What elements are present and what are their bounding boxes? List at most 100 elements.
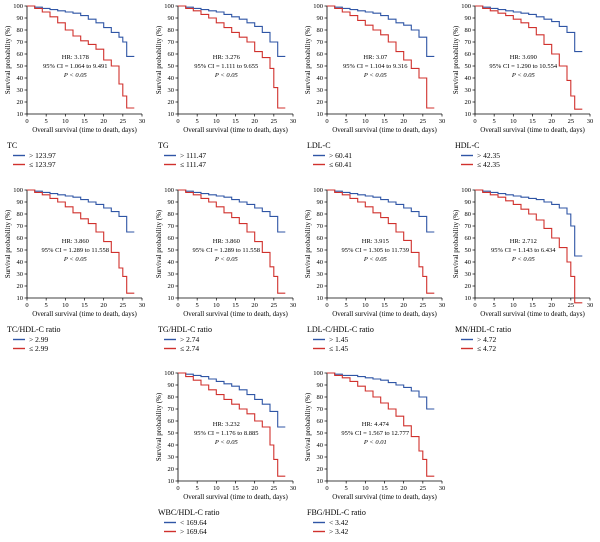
hr-annotation: P < 0.05 <box>511 72 536 79</box>
y-tick-label: 60 <box>17 51 24 58</box>
y-tick-label: 90 <box>317 199 324 206</box>
x-tick-label: 25 <box>120 118 127 125</box>
y-tick-label: 80 <box>317 394 324 401</box>
y-tick-label: 100 <box>164 3 174 10</box>
y-tick-label: 60 <box>465 51 472 58</box>
hr-annotation: 95% CI = 1.290 to 10.554 <box>489 63 558 70</box>
legend-entry: > 1.45 <box>329 335 348 344</box>
x-tick-label: 15 <box>232 302 239 309</box>
x-tick-label: 30 <box>139 118 146 125</box>
y-tick-label: 90 <box>317 15 324 22</box>
x-tick-label: 30 <box>439 485 446 492</box>
x-tick-label: 20 <box>100 118 107 125</box>
legend-entry: ≤ 60.41 <box>329 160 352 169</box>
x-tick-label: 10 <box>362 302 369 309</box>
legend-title: MN/HDL-C ratio <box>455 325 511 334</box>
x-axis-title: Overall survival (time to death, days) <box>332 310 437 318</box>
y-axis-title: Survival probability (%) <box>452 25 460 94</box>
y-tick-label: 40 <box>317 259 324 266</box>
hr-annotation: 95% CI = 1.305 to 11.739 <box>342 247 410 254</box>
y-tick-label: 70 <box>465 223 472 230</box>
x-tick-label: 5 <box>196 485 199 492</box>
y-tick-label: 40 <box>17 259 24 266</box>
y-axis-title: Survival probability (%) <box>304 209 312 278</box>
x-tick-label: 15 <box>381 302 388 309</box>
hr-annotation: 95% CI = 1.064 to 9.491 <box>43 63 108 70</box>
y-tick-label: 100 <box>164 187 174 194</box>
y-tick-label: 80 <box>168 211 175 218</box>
x-tick-label: 5 <box>196 118 199 125</box>
legend-entry: ≤ 4.72 <box>477 344 496 353</box>
x-tick-label: 25 <box>120 302 127 309</box>
x-tick-label: 20 <box>251 485 258 492</box>
y-tick-label: 30 <box>168 271 175 278</box>
y-tick-label: 10 <box>17 111 24 118</box>
km-curve-low <box>27 5 135 109</box>
x-tick-label: 10 <box>362 118 369 125</box>
hr-annotation: 95% CI = 1.289 to 11.558 <box>193 247 261 254</box>
x-tick-label: 30 <box>587 302 594 309</box>
x-tick-label: 25 <box>420 485 427 492</box>
x-tick-label: 30 <box>139 302 146 309</box>
legend-entry: ≤ 1.45 <box>329 344 348 353</box>
x-tick-label: 15 <box>381 118 388 125</box>
y-tick-label: 80 <box>168 27 175 34</box>
y-tick-label: 90 <box>465 199 472 206</box>
hr-annotation: P < 0.05 <box>214 72 239 79</box>
x-tick-label: 0 <box>473 118 476 125</box>
hr-annotation: P < 0.05 <box>363 72 388 79</box>
hr-annotation: HR: 3.178 <box>62 54 89 61</box>
y-tick-label: 80 <box>465 27 472 34</box>
legend-entry: ≤ 42.35 <box>477 160 500 169</box>
hr-annotation: 95% CI = 1.289 to 11.558 <box>42 247 110 254</box>
x-tick-label: 20 <box>100 302 107 309</box>
hr-annotation: HR: 3.232 <box>213 421 240 428</box>
y-tick-label: 90 <box>17 199 24 206</box>
x-tick-label: 10 <box>510 118 517 125</box>
x-tick-label: 30 <box>439 118 446 125</box>
x-tick-label: 20 <box>400 118 407 125</box>
y-tick-label: 80 <box>17 211 24 218</box>
y-tick-label: 40 <box>168 259 175 266</box>
y-axis-title: Survival probability (%) <box>304 392 312 461</box>
hr-annotation: P < 0.01 <box>363 439 387 446</box>
x-tick-label: 5 <box>45 302 48 309</box>
legend-title: FBG/HDL-C ratio <box>307 508 366 517</box>
km-curve-low <box>178 372 286 477</box>
y-tick-label: 100 <box>13 187 23 194</box>
x-tick-label: 5 <box>345 302 348 309</box>
legend-title: TG <box>158 141 169 150</box>
y-tick-label: 90 <box>168 382 175 389</box>
legend-entry: > 2.99 <box>29 335 48 344</box>
x-tick-label: 0 <box>25 118 28 125</box>
y-axis-title: Survival probability (%) <box>155 209 163 278</box>
km-curve-low <box>178 189 286 294</box>
y-tick-label: 40 <box>317 442 324 449</box>
y-axis-title: Survival probability (%) <box>452 209 460 278</box>
y-tick-label: 30 <box>317 87 324 94</box>
x-tick-label: 5 <box>45 118 48 125</box>
y-tick-label: 80 <box>168 394 175 401</box>
y-tick-label: 30 <box>317 271 324 278</box>
x-tick-label: 5 <box>196 302 199 309</box>
hr-annotation: P < 0.05 <box>214 256 239 263</box>
x-tick-label: 20 <box>400 302 407 309</box>
y-tick-label: 70 <box>317 39 324 46</box>
hr-annotation: HR: 3.276 <box>213 54 241 61</box>
y-tick-label: 50 <box>168 63 175 70</box>
x-tick-label: 30 <box>587 118 594 125</box>
x-tick-label: 25 <box>271 302 278 309</box>
legend-entry: < 169.64 <box>180 518 207 527</box>
y-tick-label: 30 <box>465 87 472 94</box>
y-tick-label: 70 <box>168 39 175 46</box>
y-tick-label: 20 <box>317 466 324 473</box>
x-axis-title: Overall survival (time to death, days) <box>183 310 288 318</box>
x-axis-title: Overall survival (time to death, days) <box>480 126 585 134</box>
x-tick-label: 5 <box>493 302 496 309</box>
legend-entry: < 3.42 <box>329 518 348 527</box>
km-curve-high <box>327 189 435 233</box>
y-tick-label: 20 <box>168 99 175 106</box>
